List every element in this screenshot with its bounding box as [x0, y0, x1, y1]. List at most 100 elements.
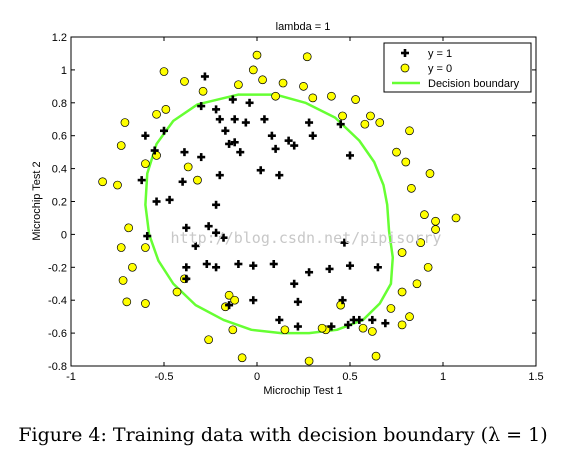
negative-point: [113, 180, 122, 190]
negative-point: [451, 213, 461, 223]
positive-point: [212, 200, 221, 209]
negative-point: [423, 262, 433, 272]
positive-point: [249, 296, 258, 305]
negative-point: [159, 67, 169, 76]
positive-point: [275, 315, 284, 324]
negative-point: [224, 290, 234, 300]
negative-point: [280, 325, 290, 335]
positive-point: [234, 260, 243, 269]
negative-point: [124, 223, 134, 233]
positive-point: [225, 301, 234, 310]
positive-point: [327, 322, 336, 331]
positive-point: [215, 171, 224, 180]
negative-point: [366, 111, 375, 121]
y-tick-label: -0.6: [48, 328, 67, 340]
positive-point: [197, 153, 206, 162]
positive-point: [293, 297, 302, 306]
positive-point: [305, 118, 314, 127]
negative-point: [308, 93, 318, 103]
positive-point: [336, 120, 345, 129]
negative-point: [397, 248, 407, 257]
positive-point: [373, 263, 382, 272]
negative-point: [116, 243, 126, 252]
decision-boundary-line: [144, 93, 395, 335]
y-tick-label: 1: [61, 65, 67, 77]
positive-point: [228, 95, 237, 104]
scatter-plot: lambda = 1 http://blog.csdn.net/pipisorr…: [31, 21, 544, 397]
decision-boundary-layer: [144, 93, 395, 335]
y-tick-label: 0: [61, 229, 67, 241]
negative-point: [405, 126, 414, 136]
positive-point: [143, 232, 152, 241]
positive-point: [180, 148, 189, 157]
negative-point: [304, 356, 314, 366]
negative-point: [407, 183, 416, 193]
positive-point: [346, 151, 354, 160]
figure-caption: Figure 4: Training data with decision bo…: [18, 424, 548, 446]
positive-point: [197, 102, 206, 111]
x-axis-label: Microchip Test 1: [263, 385, 342, 397]
negative-point: [258, 75, 267, 85]
positive-point: [212, 228, 221, 237]
x-axis-ticks: -1 -0.5 0 0.5 1 1.5: [66, 37, 544, 383]
positive-point: [293, 322, 302, 331]
negative-point: [317, 323, 327, 333]
y-tick-label: 0.8: [52, 98, 67, 110]
positive-point: [165, 195, 174, 204]
legend-label-boundary: Decision boundary: [428, 78, 520, 90]
negative-point: [204, 335, 213, 345]
positive-point: [221, 126, 230, 135]
negative-point: [116, 141, 126, 150]
negative-point: [172, 287, 182, 297]
positive-point: [191, 241, 200, 250]
negative-point: [248, 65, 258, 75]
negative-point: [120, 118, 130, 127]
y-tick-label: 0.4: [52, 164, 67, 176]
negative-point: [338, 111, 347, 121]
legend-label-positive: y = 1: [428, 48, 452, 60]
y-tick-label: 1.2: [52, 32, 67, 44]
y-tick-label: -0.4: [48, 295, 67, 307]
positive-point: [355, 315, 364, 324]
negative-point: [397, 287, 407, 297]
negative-point: [230, 295, 240, 305]
positive-point: [269, 260, 278, 269]
negative-point: [360, 119, 370, 129]
negative-point: [425, 169, 435, 178]
watermark: http://blog.csdn.net/pipisorry: [171, 229, 442, 247]
negative-point: [367, 327, 377, 336]
negative-point: [397, 320, 407, 330]
negative-point: [252, 50, 262, 60]
y-tick-label: -0.8: [48, 361, 67, 373]
positive-point: [230, 115, 239, 124]
positive-points-layer: [137, 72, 390, 331]
positive-point: [204, 222, 213, 231]
positive-point: [212, 263, 221, 272]
y-tick-label: -0.2: [48, 262, 67, 274]
negative-point: [431, 225, 440, 234]
negative-point: [420, 210, 429, 220]
negative-point: [375, 118, 385, 127]
positive-point: [215, 115, 224, 124]
positive-point: [325, 264, 334, 273]
legend-plus-marker: [401, 49, 409, 57]
legend-label-negative: y = 0: [428, 63, 452, 75]
positive-point: [275, 171, 284, 180]
positive-point: [344, 320, 353, 329]
negative-point: [401, 157, 411, 167]
negative-points-layer: [98, 50, 461, 366]
negative-point: [358, 323, 368, 333]
negative-point: [278, 78, 288, 88]
y-tick-label: 0.2: [52, 197, 67, 209]
negative-point: [141, 299, 150, 308]
positive-point: [260, 115, 269, 124]
negative-point: [271, 91, 280, 101]
positive-point: [152, 197, 161, 206]
negative-point: [152, 109, 161, 119]
negative-point: [416, 238, 426, 247]
positive-point: [202, 260, 211, 269]
negative-point: [405, 312, 414, 321]
x-tick-label: 0: [254, 371, 260, 383]
negative-point: [392, 147, 401, 157]
negative-point: [118, 276, 128, 285]
